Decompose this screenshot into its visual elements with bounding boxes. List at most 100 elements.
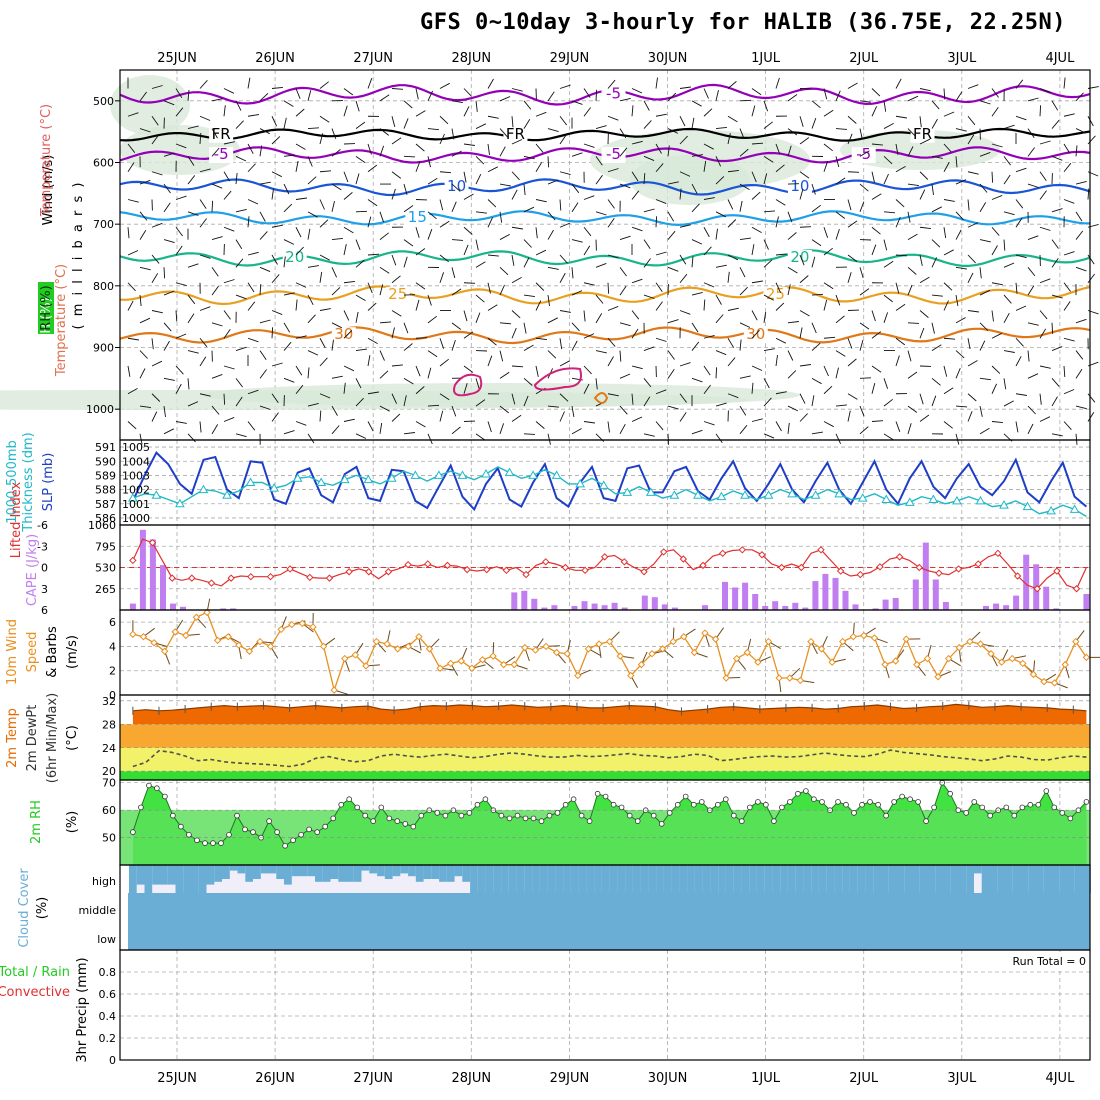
wind-barb xyxy=(271,362,283,367)
wind-barb xyxy=(823,365,829,377)
wind-barb xyxy=(223,171,231,182)
cape-bar xyxy=(641,595,648,610)
wind-barb xyxy=(679,412,687,422)
cloud-high-bar xyxy=(338,865,347,882)
wind-barb xyxy=(463,193,474,200)
wind-barb xyxy=(895,303,906,311)
wind-barb xyxy=(739,322,751,328)
cape-bar xyxy=(621,607,628,610)
wind-barb xyxy=(139,266,151,271)
wind-barb xyxy=(427,128,439,131)
wind-barb xyxy=(595,125,607,130)
y-axis-label: Thickness (dm) xyxy=(21,432,36,532)
wind-barb xyxy=(319,81,329,89)
wind-speed-point xyxy=(658,645,667,653)
y-axis-label: 1000-500mb xyxy=(5,440,20,524)
wind-barb xyxy=(475,261,486,268)
wind-barb xyxy=(919,310,929,318)
cloud-high-bar xyxy=(679,865,688,893)
date-label-top: 4JUL xyxy=(1045,51,1075,66)
cape-bar xyxy=(782,606,789,610)
wind-barb xyxy=(451,239,464,241)
wind-barb xyxy=(667,369,675,379)
wind-barb xyxy=(1003,262,1015,268)
wind-barb xyxy=(931,395,937,407)
wind-barb xyxy=(295,282,307,288)
wind-barb xyxy=(319,219,329,228)
cloud-high-gap xyxy=(392,865,401,893)
wind-barb xyxy=(523,344,534,351)
wind-barb xyxy=(307,367,310,379)
wind-barb xyxy=(475,174,482,185)
wind-barb xyxy=(463,310,468,322)
wind-barb xyxy=(187,125,199,130)
wind-barb xyxy=(259,350,267,360)
thickness-point xyxy=(952,495,962,505)
cloud-high-bar xyxy=(865,865,874,893)
wind-barb xyxy=(979,267,982,279)
wind-barb xyxy=(355,378,362,389)
wind-barb xyxy=(343,226,354,234)
cloud-high-bar xyxy=(749,865,758,893)
wind-barb xyxy=(151,411,158,422)
y-axis-label: 10m Wind xyxy=(5,619,20,685)
wind-barb xyxy=(331,339,334,351)
wind-barb xyxy=(1039,328,1047,339)
rh-point xyxy=(795,790,801,797)
cloud-high-gap xyxy=(408,865,417,893)
wind-barb xyxy=(559,199,562,211)
wind-barb xyxy=(319,410,322,422)
wind-barb xyxy=(943,88,946,100)
wind-barb xyxy=(883,156,893,165)
rh-point xyxy=(779,804,785,811)
wind-barb xyxy=(403,183,408,195)
rh-point xyxy=(202,840,208,846)
wind-speed-point xyxy=(552,648,561,657)
li-point xyxy=(659,548,668,556)
thickness-point xyxy=(363,474,374,484)
wind-barb xyxy=(427,156,431,168)
wind-barb xyxy=(415,248,426,256)
cape-bar xyxy=(832,577,839,610)
wind-barb xyxy=(1039,171,1047,182)
rh-point xyxy=(722,796,729,802)
y-axis-label: 3hr Precip (mm) xyxy=(75,957,90,1062)
cape-bar xyxy=(521,590,528,610)
wind-barb xyxy=(607,168,619,173)
wind-barb xyxy=(979,405,983,417)
li-point xyxy=(797,563,806,572)
wind-barb xyxy=(451,288,462,296)
wind-barb xyxy=(907,233,918,240)
wind-barb xyxy=(655,389,667,395)
thickness-point xyxy=(316,477,327,486)
wind-barb xyxy=(547,433,551,445)
wind-barb xyxy=(559,338,563,350)
thickness-point xyxy=(575,478,586,488)
rh-point xyxy=(851,810,857,816)
cloud-high-bar xyxy=(183,865,192,893)
wind-barb xyxy=(463,106,470,117)
cloud-high-gap xyxy=(377,865,386,893)
wind-barb xyxy=(439,220,450,228)
li-point xyxy=(424,560,432,568)
isotherm-label-bg xyxy=(444,179,469,196)
wind-barb xyxy=(859,377,872,379)
wind-barb xyxy=(319,254,330,261)
rh-point xyxy=(410,823,417,830)
cape-bar xyxy=(1003,605,1010,610)
wind-barb xyxy=(295,108,305,117)
wind-barb xyxy=(727,393,739,399)
rh-point xyxy=(370,818,377,824)
wind-barb xyxy=(727,169,739,173)
wind-barb xyxy=(511,254,515,266)
wind-barb xyxy=(499,405,509,414)
wind-barb xyxy=(151,393,161,402)
wind-barb xyxy=(631,226,643,232)
rh-point xyxy=(1067,815,1074,822)
cape-bar xyxy=(812,581,819,610)
cloud-high-bar xyxy=(935,865,944,893)
cloud-high-bar xyxy=(671,865,680,893)
wind-barb xyxy=(535,249,547,256)
wind-barb xyxy=(787,232,797,240)
rh-point xyxy=(130,829,136,835)
